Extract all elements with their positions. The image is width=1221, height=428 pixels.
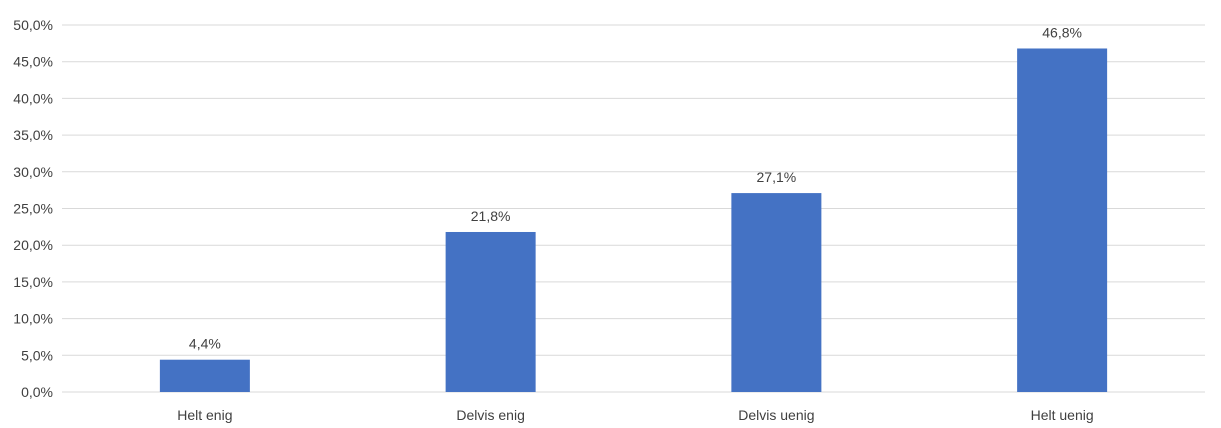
y-tick-label: 10,0% [13,311,53,327]
data-labels: 4,4% 21,8% 27,1% 46,8% [189,24,1082,351]
y-tick-label: 20,0% [13,237,53,253]
bar [159,359,250,392]
bar [731,193,822,392]
x-axis-tick-labels: Helt enig Delvis enig Delvis uenig Helt uen… [177,407,1093,423]
data-label: 21,8% [471,208,511,224]
x-tick-label: Delvis enig [456,407,524,423]
bar [1017,48,1108,392]
x-tick-label: Delvis uenig [738,407,814,423]
gridlines [62,24,1205,393]
y-tick-label: 0,0% [21,384,53,400]
y-tick-label: 30,0% [13,164,53,180]
data-label: 4,4% [189,336,221,352]
bar [445,231,536,392]
bars [159,48,1108,392]
y-tick-label: 25,0% [13,201,53,217]
y-tick-label: 50,0% [13,17,53,33]
y-tick-label: 15,0% [13,274,53,290]
data-label: 46,8% [1042,24,1082,40]
data-label: 27,1% [757,169,797,185]
y-tick-label: 40,0% [13,90,53,106]
y-tick-label: 45,0% [13,54,53,70]
y-tick-label: 5,0% [21,347,53,363]
x-tick-label: Helt enig [177,407,232,423]
x-tick-label: Helt uenig [1031,407,1094,423]
y-tick-label: 35,0% [13,127,53,143]
y-axis-tick-labels: 0,0% 5,0% 10,0% 15,0% 20,0% 25,0% 30,0% 35,0% 40… [13,17,53,400]
